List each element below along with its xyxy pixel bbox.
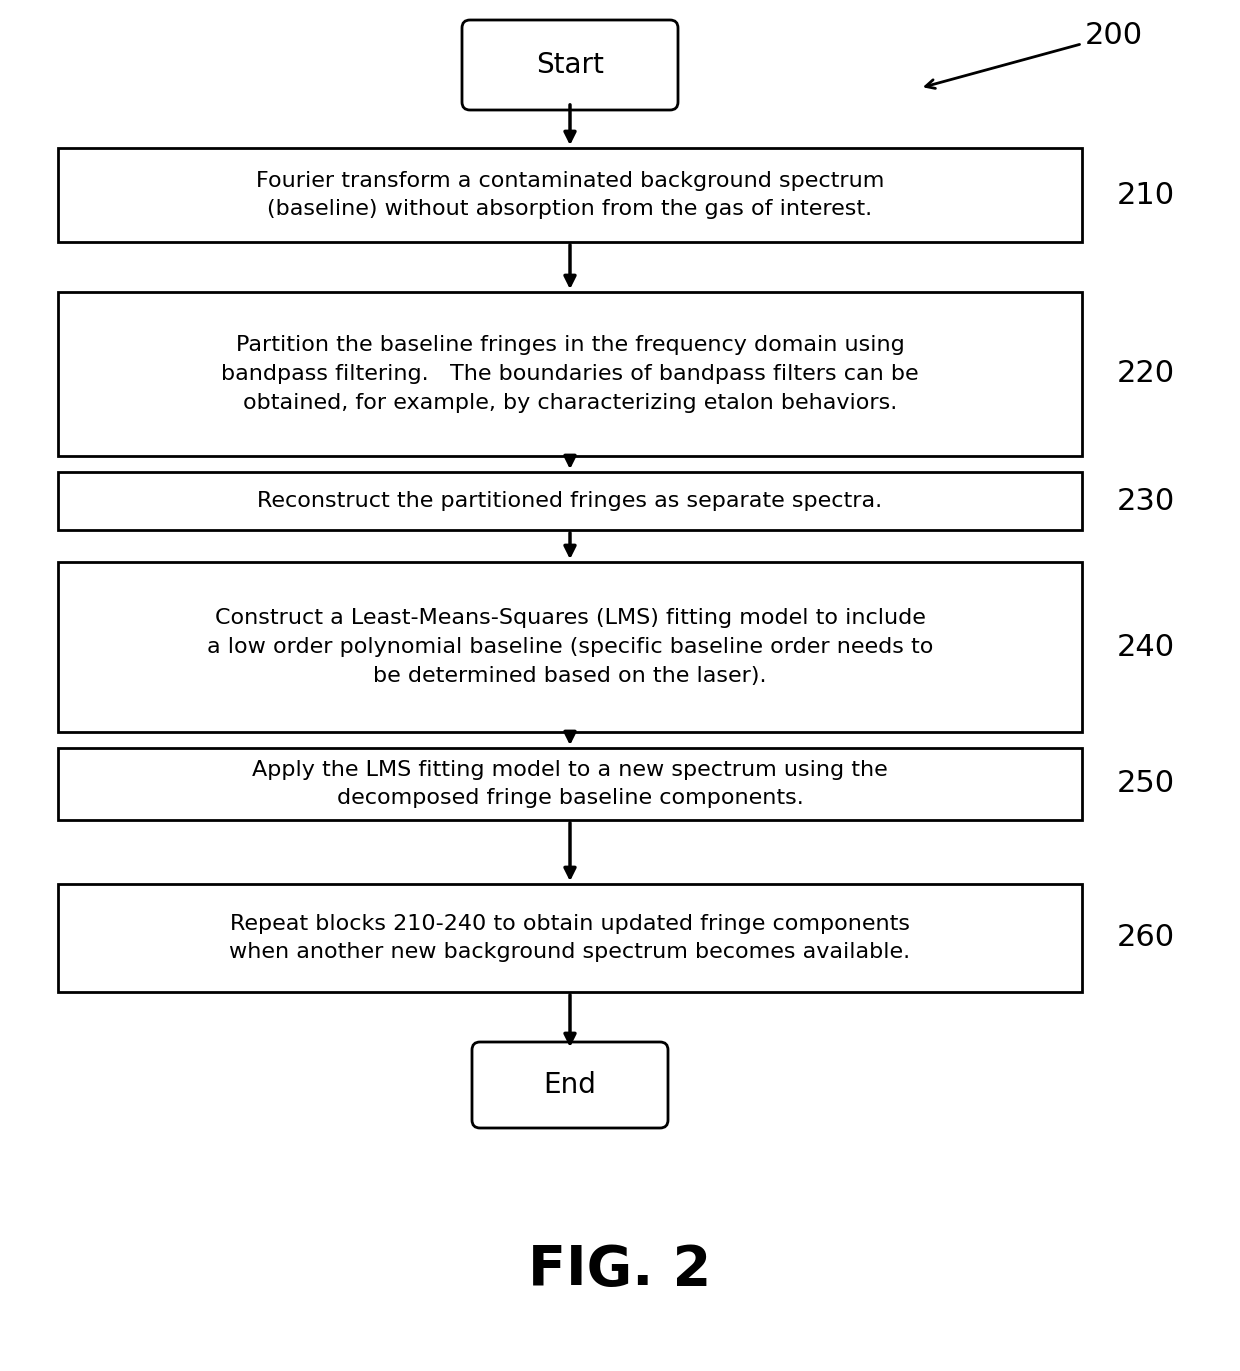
Text: Apply the LMS fitting model to a new spectrum using the
decomposed fringe baseli: Apply the LMS fitting model to a new spe… xyxy=(252,760,888,809)
Text: Reconstruct the partitioned fringes as separate spectra.: Reconstruct the partitioned fringes as s… xyxy=(258,491,883,511)
Bar xyxy=(58,562,1083,732)
FancyBboxPatch shape xyxy=(463,21,678,110)
Text: FIG. 2: FIG. 2 xyxy=(528,1243,712,1297)
Text: 260: 260 xyxy=(1117,924,1176,953)
Text: End: End xyxy=(543,1071,596,1100)
Text: Partition the baseline fringes in the frequency domain using
bandpass filtering.: Partition the baseline fringes in the fr… xyxy=(221,335,919,413)
Text: Start: Start xyxy=(536,51,604,80)
Bar xyxy=(58,472,1083,531)
Text: 210: 210 xyxy=(1117,181,1176,210)
Text: Construct a Least-Means-Squares (LMS) fitting model to include
a low order polyn: Construct a Least-Means-Squares (LMS) fi… xyxy=(207,609,934,686)
Bar xyxy=(58,884,1083,993)
Text: 220: 220 xyxy=(1117,359,1176,388)
Text: 230: 230 xyxy=(1117,487,1176,515)
Text: 250: 250 xyxy=(1117,769,1176,798)
Text: Repeat blocks 210-240 to obtain updated fringe components
when another new backg: Repeat blocks 210-240 to obtain updated … xyxy=(229,913,910,962)
Text: Fourier transform a contaminated background spectrum
(baseline) without absorpti: Fourier transform a contaminated backgro… xyxy=(255,170,884,219)
FancyBboxPatch shape xyxy=(472,1042,668,1128)
Text: 200: 200 xyxy=(926,21,1143,88)
Bar xyxy=(58,148,1083,243)
Text: 240: 240 xyxy=(1117,632,1176,661)
Bar xyxy=(58,292,1083,457)
Bar xyxy=(58,749,1083,820)
